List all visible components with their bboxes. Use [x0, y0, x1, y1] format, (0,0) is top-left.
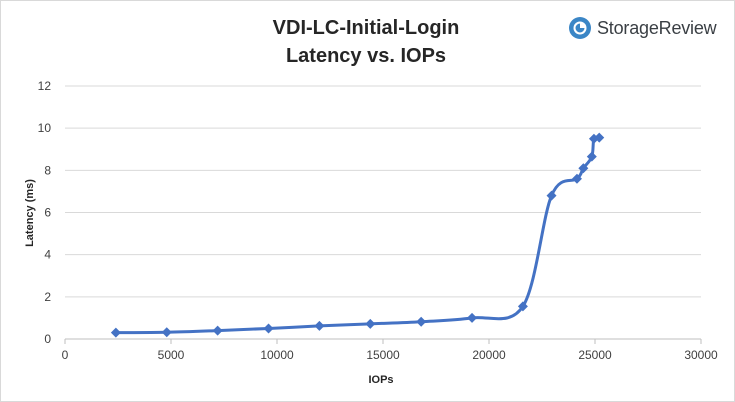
y-tick-label: 2 — [44, 290, 51, 304]
y-axis-label: Latency (ms) — [24, 179, 36, 247]
chart-title: VDI-LC-Initial-Login — [272, 17, 460, 39]
data-point — [586, 151, 597, 162]
x-tick-label: 30000 — [684, 348, 718, 362]
storagereview-logo-icon — [569, 17, 591, 39]
x-tick-label: 20000 — [472, 348, 506, 362]
data-point — [517, 301, 528, 312]
x-tick-label: 25000 — [578, 348, 612, 362]
data-point — [314, 320, 325, 331]
data-point — [416, 316, 427, 327]
data-point — [467, 312, 478, 323]
y-tick-label: 8 — [44, 163, 51, 177]
x-tick-label: 0 — [62, 348, 69, 362]
y-tick-labels: 0 2 4 6 8 10 12 — [38, 79, 52, 346]
y-tick-label: 6 — [44, 206, 51, 220]
data-markers — [110, 132, 605, 338]
y-tick-label: 4 — [44, 248, 51, 262]
data-point — [571, 173, 582, 184]
brand-logo: StorageReview — [568, 15, 717, 41]
x-axis-label: IOPs — [368, 374, 393, 386]
data-point — [212, 325, 223, 336]
data-point — [365, 318, 376, 329]
grid-lines — [64, 85, 702, 344]
series-line — [114, 135, 601, 335]
y-tick-label: 12 — [38, 79, 52, 93]
data-point — [161, 327, 172, 338]
x-tick-label: 15000 — [366, 348, 400, 362]
x-tick-label: 10000 — [260, 348, 294, 362]
y-tick-label: 0 — [44, 332, 51, 346]
data-point — [594, 132, 605, 143]
x-tick-labels: 0 5000 10000 15000 20000 25000 30000 — [62, 348, 718, 362]
data-point — [110, 327, 121, 338]
y-tick-label: 10 — [38, 121, 52, 135]
brand-name: StorageReview — [597, 17, 717, 38]
data-point — [263, 323, 274, 334]
data-point — [546, 190, 557, 201]
data-point — [578, 163, 589, 174]
x-tick-label: 5000 — [158, 348, 185, 362]
chart-subtitle: Latency vs. IOPs — [285, 45, 447, 67]
